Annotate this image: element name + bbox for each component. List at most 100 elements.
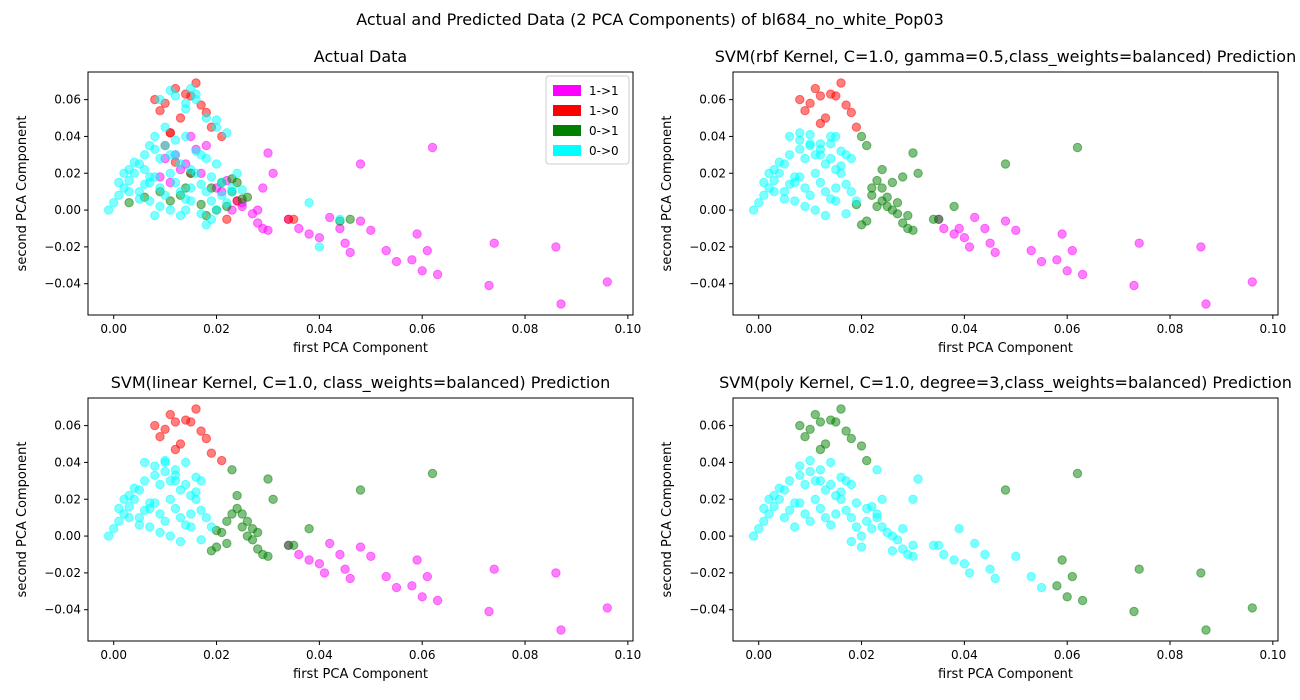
data-point bbox=[139, 457, 150, 468]
data-point bbox=[186, 164, 196, 175]
chart-svg-rbf: SVM(rbf Kernel, C=1.0, gamma=0.5,class_w… bbox=[660, 47, 1296, 356]
data-point bbox=[815, 465, 826, 475]
data-point bbox=[484, 606, 494, 617]
data-point bbox=[1011, 225, 1021, 236]
y-tick-label: 0.02 bbox=[54, 492, 81, 506]
data-point bbox=[851, 522, 862, 532]
data-point bbox=[355, 159, 366, 169]
data-point bbox=[826, 139, 836, 149]
data-point bbox=[970, 538, 980, 549]
data-point bbox=[805, 466, 815, 477]
data-point bbox=[206, 172, 217, 182]
chart-title: Actual Data bbox=[314, 47, 407, 66]
legend-swatch bbox=[553, 85, 581, 96]
data-point bbox=[222, 538, 232, 549]
data-point bbox=[964, 568, 975, 578]
data-point bbox=[795, 144, 805, 155]
plot-frame bbox=[732, 397, 1279, 642]
data-point bbox=[836, 404, 846, 414]
data-point bbox=[795, 94, 805, 105]
data-point bbox=[196, 535, 206, 545]
data-point bbox=[304, 229, 314, 239]
data-point bbox=[826, 457, 836, 468]
data-point bbox=[335, 214, 345, 225]
y-tick-label: 0.06 bbox=[54, 419, 81, 433]
data-point bbox=[160, 516, 170, 527]
data-point bbox=[268, 494, 278, 505]
data-point bbox=[355, 216, 366, 226]
data-point bbox=[165, 409, 176, 420]
data-point bbox=[1077, 595, 1088, 606]
data-point bbox=[160, 424, 170, 434]
y-tick-label: 0.02 bbox=[699, 492, 726, 506]
data-point bbox=[170, 470, 181, 481]
data-point bbox=[217, 177, 227, 188]
data-point bbox=[856, 441, 867, 451]
y-tick-label: 0.06 bbox=[699, 419, 726, 433]
data-point bbox=[427, 468, 438, 479]
data-point bbox=[800, 201, 810, 212]
data-point bbox=[391, 256, 402, 267]
data-point bbox=[242, 192, 253, 202]
data-point bbox=[831, 183, 841, 193]
data-point bbox=[484, 280, 494, 291]
data-point bbox=[836, 161, 846, 171]
data-point bbox=[145, 522, 155, 532]
data-point bbox=[145, 196, 155, 206]
data-point bbox=[165, 85, 176, 96]
data-point bbox=[556, 299, 566, 309]
points-layer bbox=[748, 404, 1257, 635]
data-point bbox=[345, 247, 355, 258]
data-point bbox=[103, 531, 114, 541]
data-point bbox=[124, 501, 134, 512]
data-point bbox=[898, 172, 908, 182]
data-point bbox=[325, 212, 335, 223]
data-point bbox=[170, 503, 181, 514]
data-point bbox=[134, 194, 145, 204]
data-point bbox=[196, 426, 206, 436]
data-point bbox=[355, 485, 366, 495]
data-point bbox=[882, 192, 892, 202]
data-point bbox=[155, 201, 165, 212]
data-point bbox=[846, 187, 857, 197]
data-point bbox=[846, 513, 857, 523]
data-point bbox=[211, 205, 222, 215]
data-point bbox=[201, 220, 212, 230]
y-tick-label: 0.04 bbox=[699, 129, 726, 143]
data-point bbox=[856, 131, 867, 142]
data-point bbox=[841, 100, 851, 110]
y-axis-label: second PCA Component bbox=[660, 442, 675, 598]
data-point bbox=[242, 516, 253, 527]
x-tick-label: 0.00 bbox=[745, 322, 772, 336]
data-point bbox=[892, 209, 903, 219]
x-tick-label: 0.04 bbox=[306, 648, 333, 662]
data-point bbox=[805, 190, 815, 201]
data-point bbox=[124, 175, 134, 186]
y-tick-label: 0.06 bbox=[699, 93, 726, 107]
data-point bbox=[805, 129, 815, 140]
data-point bbox=[181, 205, 191, 215]
data-point bbox=[340, 238, 350, 248]
chart-panel-rbf: SVM(rbf Kernel, C=1.0, gamma=0.5,class_w… bbox=[645, 40, 1296, 360]
data-point bbox=[186, 509, 196, 519]
x-tick-label: 0.00 bbox=[745, 648, 772, 662]
data-point bbox=[795, 420, 805, 431]
data-point bbox=[114, 503, 124, 514]
data-point bbox=[155, 94, 165, 105]
data-point bbox=[432, 269, 443, 280]
data-point bbox=[903, 210, 913, 221]
data-point bbox=[784, 150, 795, 160]
data-point bbox=[836, 146, 846, 156]
data-point bbox=[114, 516, 124, 527]
data-point bbox=[877, 522, 887, 532]
data-point bbox=[206, 196, 217, 206]
data-point bbox=[800, 432, 810, 442]
y-tick-label: 0.02 bbox=[54, 166, 81, 180]
data-point bbox=[1000, 216, 1011, 226]
data-point bbox=[268, 168, 278, 179]
data-point bbox=[489, 238, 499, 248]
data-point bbox=[211, 159, 222, 169]
data-point bbox=[784, 505, 795, 516]
data-point bbox=[959, 559, 970, 569]
data-point bbox=[810, 83, 821, 94]
